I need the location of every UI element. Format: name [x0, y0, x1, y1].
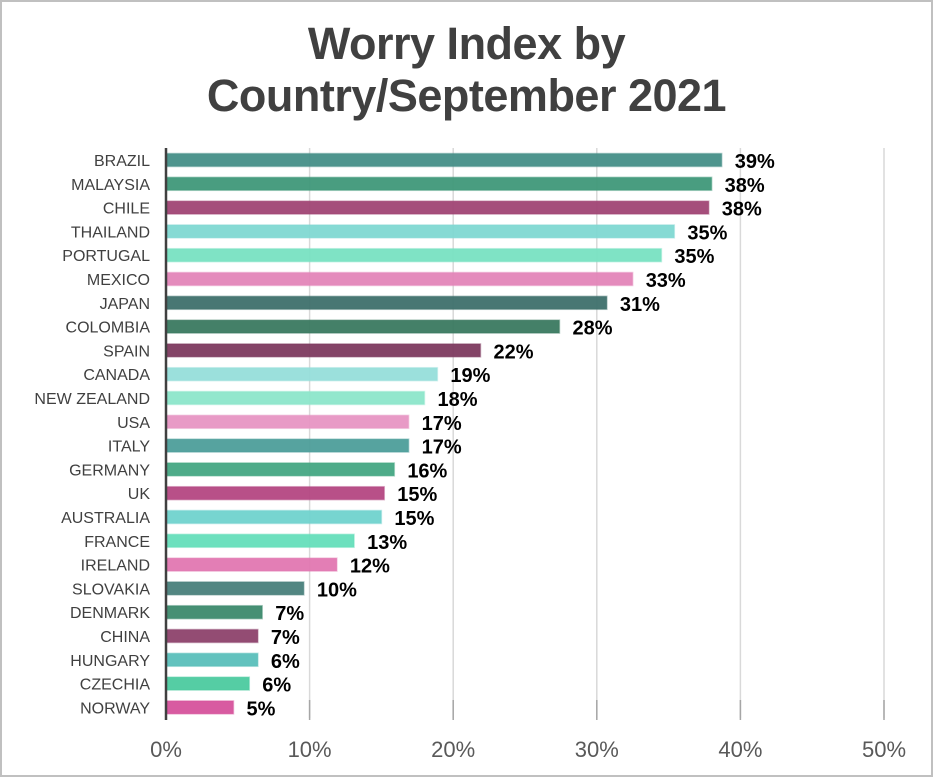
category-label: COLOMBIA: [66, 320, 151, 337]
data-label: 7%: [275, 603, 304, 625]
category-label: CZECHIA: [80, 677, 151, 694]
category-label: UK: [128, 486, 151, 503]
chart-title: Worry Index by Country/September 2021: [0, 18, 933, 122]
bar-hungary: [166, 652, 259, 668]
data-label: 15%: [397, 484, 437, 506]
category-label: SLOVAKIA: [72, 581, 150, 598]
data-label: 5%: [246, 698, 275, 720]
bar-ireland: [166, 557, 338, 572]
category-label: SPAIN: [103, 343, 150, 360]
category-label: HUNGARY: [70, 653, 150, 670]
chart-title-line-1: Worry Index by: [307, 18, 626, 69]
category-label: ITALY: [108, 439, 150, 456]
category-label: THAILAND: [71, 224, 150, 241]
bar-uk: [166, 485, 386, 501]
x-tick-label: 30%: [575, 737, 619, 762]
bar-malaysia: [166, 176, 713, 192]
bar-slovakia: [166, 581, 305, 596]
bar-new-zealand: [166, 390, 426, 406]
category-label: USA: [117, 415, 150, 432]
data-label: 22%: [493, 341, 533, 363]
bar-brazil: [166, 152, 723, 168]
bar-japan: [166, 295, 608, 311]
bar-france: [166, 533, 355, 549]
bar-germany: [166, 462, 396, 477]
bar-thailand: [166, 224, 676, 239]
data-label: 31%: [620, 294, 660, 316]
category-label: FRANCE: [84, 534, 150, 551]
data-label: 6%: [271, 651, 300, 673]
data-label: 10%: [317, 579, 357, 601]
data-label: 35%: [687, 222, 727, 244]
category-label: AUSTRALIA: [61, 510, 150, 527]
data-label: 19%: [450, 365, 490, 387]
bar-italy: [166, 438, 410, 453]
data-label: 28%: [572, 318, 612, 340]
category-label: JAPAN: [100, 296, 150, 313]
data-label: 6%: [262, 675, 291, 697]
category-label: NORWAY: [80, 700, 150, 717]
x-tick-label: 0%: [150, 737, 182, 762]
gridlines: [308, 148, 885, 720]
category-label: CHILE: [103, 201, 150, 218]
data-label: 38%: [725, 175, 765, 197]
bar-denmark: [166, 604, 263, 620]
category-label: CHINA: [100, 629, 150, 646]
bar-australia: [166, 509, 383, 525]
category-label: CANADA: [83, 367, 150, 384]
bar-colombia: [166, 319, 561, 334]
category-label: NEW ZEALAND: [34, 391, 150, 408]
bar-usa: [166, 414, 410, 430]
x-tick-label: 40%: [718, 737, 762, 762]
data-label: 38%: [722, 199, 762, 221]
bar-norway: [166, 700, 235, 715]
bar-canada: [166, 366, 439, 382]
data-label: 39%: [735, 151, 775, 173]
data-label: 15%: [394, 508, 434, 530]
data-label: 18%: [437, 389, 477, 411]
bars: [166, 152, 723, 715]
data-label: 17%: [422, 413, 462, 435]
category-label: MEXICO: [87, 272, 150, 289]
data-label: 16%: [407, 460, 447, 482]
bar-china: [166, 628, 259, 644]
bar-chile: [166, 200, 710, 215]
x-tick-label: 50%: [862, 737, 906, 762]
bar-portugal: [166, 247, 663, 263]
bar-czechia: [166, 676, 251, 691]
bar-mexico: [166, 271, 634, 287]
data-label: 13%: [367, 532, 407, 554]
value-labels: 39%38%38%35%35%33%31%28%22%19%18%17%17%1…: [246, 151, 774, 720]
x-tick-label: 20%: [431, 737, 475, 762]
chart-title-line-2: Country/September 2021: [206, 70, 727, 121]
data-label: 7%: [271, 627, 300, 649]
category-label: MALAYSIA: [71, 177, 150, 194]
bar-spain: [166, 343, 482, 358]
category-labels: BRAZIL MALAYSIA CHILE THAILAND PORTUGAL MEXIC…: [34, 153, 150, 717]
category-label: IRELAND: [81, 558, 150, 575]
data-label: 12%: [350, 556, 390, 578]
category-label: GERMANY: [69, 462, 150, 479]
category-label: PORTUGAL: [62, 248, 150, 265]
data-label: 17%: [422, 437, 462, 459]
data-label: 33%: [646, 270, 686, 292]
x-tick-label: 10%: [288, 737, 332, 762]
data-label: 35%: [674, 246, 714, 268]
category-label: DENMARK: [70, 605, 150, 622]
x-axis-tick-labels: 0% 10% 20% 30% 40% 50%: [150, 737, 906, 762]
category-label: BRAZIL: [94, 153, 150, 170]
